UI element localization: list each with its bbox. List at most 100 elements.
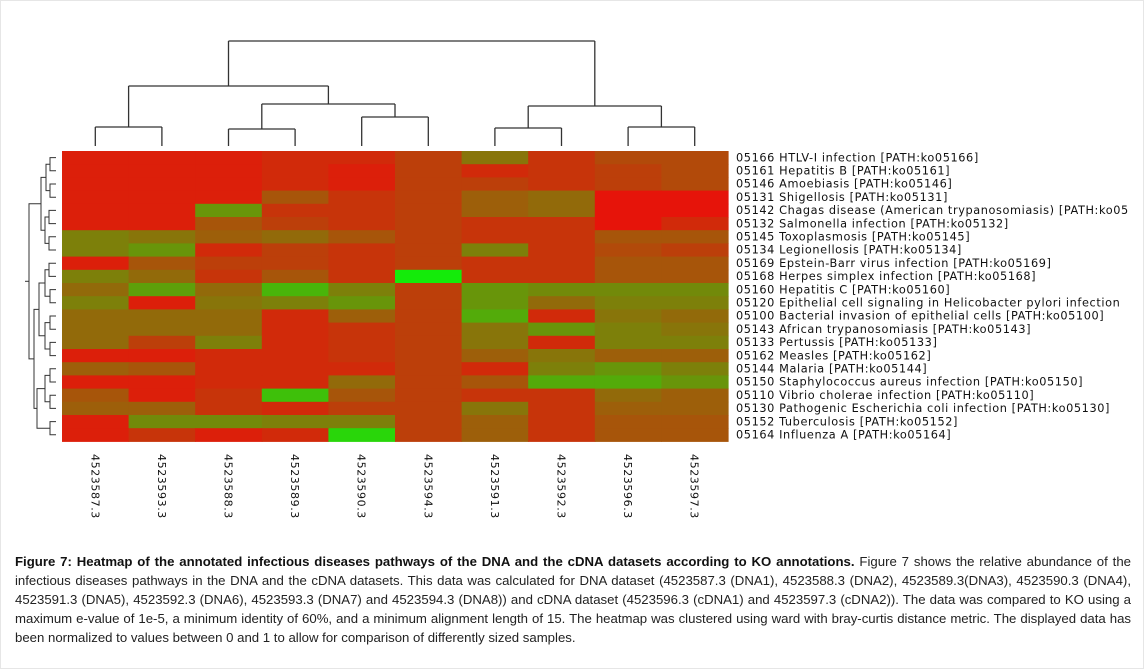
heatmap-cell: [461, 388, 529, 403]
heatmap-cell: [128, 309, 196, 324]
heatmap-cell: [62, 428, 130, 442]
heatmap-cell: [594, 296, 662, 310]
heatmap-cell: [128, 388, 196, 403]
heatmap-cell: [261, 164, 329, 178]
heatmap-cell: [661, 322, 729, 337]
heatmap-cell: [528, 269, 596, 284]
heatmap-cell: [128, 283, 196, 297]
row-label: 05142 Chagas disease (American trypanoso…: [736, 204, 1129, 217]
heatmap-cell: [261, 190, 329, 205]
heatmap-cell: [594, 230, 662, 244]
row-label: 05143 African trypanosomiasis [PATH:ko05…: [736, 323, 1031, 336]
caption-text: Figure 7 shows the relative abundance of…: [15, 554, 1131, 645]
heatmap-cell: [261, 401, 329, 416]
heatmap-cell: [594, 349, 662, 363]
row-label: 05131 Shigellosis [PATH:ko05131]: [736, 191, 948, 204]
heatmap-cell: [661, 309, 729, 324]
heatmap-cell: [661, 164, 729, 178]
column-label: 4523588.3: [222, 454, 235, 519]
heatmap-cell: [62, 177, 130, 192]
heatmap-cell: [195, 190, 263, 205]
heatmap-cell: [328, 283, 396, 297]
dendrogram-branch: [49, 183, 56, 198]
heatmap-cell: [661, 401, 729, 416]
dendrogram-branch: [49, 368, 56, 383]
heatmap-cell: [528, 283, 596, 297]
row-label: 05162 Measles [PATH:ko05162]: [736, 349, 931, 362]
heatmap-cell: [62, 335, 130, 350]
heatmap-cell: [62, 283, 130, 297]
heatmap-cell: [128, 151, 196, 165]
heatmap-cell: [261, 151, 329, 165]
row-label: 05120 Epithelial cell signaling in Helic…: [736, 297, 1120, 310]
heatmap-cell: [128, 362, 196, 376]
heatmap-cell: [195, 415, 263, 429]
heatmap-cell: [62, 375, 130, 390]
heatmap-cell: [195, 164, 263, 178]
row-label: 05166 HTLV-I infection [PATH:ko05166]: [736, 151, 979, 164]
heatmap-cell: [261, 349, 329, 363]
heatmap-cell: [395, 349, 463, 363]
row-label: 05169 Epstein-Barr virus infection [PATH…: [736, 257, 1052, 270]
heatmap-cell: [195, 243, 263, 258]
heatmap-cell: [395, 151, 463, 165]
heatmap-cell: [328, 309, 396, 324]
row-label: 05132 Salmonella infection [PATH:ko05132…: [736, 217, 1009, 230]
heatmap-cell: [395, 388, 463, 403]
heatmap-cell: [195, 428, 263, 442]
dendrogram-branch: [36, 388, 50, 429]
heatmap-cell: [528, 349, 596, 363]
heatmap-cell: [261, 217, 329, 231]
heatmap-cell: [62, 243, 130, 258]
heatmap-cell: [594, 256, 662, 271]
heatmap-cell: [62, 256, 130, 271]
heatmap-cell: [62, 362, 130, 376]
column-label: 4523587.3: [88, 454, 101, 519]
heatmap-cell: [461, 151, 529, 165]
heatmap-cell: [395, 243, 463, 258]
row-label: 05144 Malaria [PATH:ko05144]: [736, 363, 927, 376]
heatmap-cell: [395, 203, 463, 218]
heatmap-cell: [128, 322, 196, 337]
heatmap-cell: [461, 296, 529, 310]
column-dendrogram: [94, 40, 696, 146]
heatmap-cell: [661, 190, 729, 205]
heatmap-cell: [395, 309, 463, 324]
heatmap-cell: [661, 415, 729, 429]
heatmap-cell: [328, 362, 396, 376]
heatmap-cell: [461, 164, 529, 178]
heatmap-cell: [594, 151, 662, 165]
heatmap-cell: [594, 362, 662, 376]
heatmap-cell: [528, 375, 596, 390]
heatmap-cell: [261, 269, 329, 284]
heatmap-cell: [328, 388, 396, 403]
heatmap-cell: [128, 349, 196, 363]
heatmap-cell: [195, 296, 263, 310]
heatmap-cell: [461, 177, 529, 192]
heatmap-cell: [594, 164, 662, 178]
heatmap-cell: [395, 375, 463, 390]
row-label: 05152 Tuberculosis [PATH:ko05152]: [736, 415, 958, 428]
heatmap-cell: [594, 203, 662, 218]
caption-title: Figure 7: Heatmap of the annotated infec…: [15, 554, 855, 569]
heatmap-cell: [461, 256, 529, 271]
heatmap-cell: [261, 177, 329, 192]
heatmap-cell: [661, 283, 729, 297]
heatmap-cell: [395, 415, 463, 429]
heatmap-cell: [195, 322, 263, 337]
heatmap-cell: [594, 177, 662, 192]
heatmap-cell: [62, 322, 130, 337]
heatmap-cell: [528, 362, 596, 376]
heatmap-cell: [261, 415, 329, 429]
heatmap-cell: [195, 349, 263, 363]
heatmap-cell: [461, 309, 529, 324]
heatmap-cell: [62, 190, 130, 205]
row-label: 05164 Influenza A [PATH:ko05164]: [736, 429, 951, 442]
heatmap-cell: [661, 217, 729, 231]
heatmap-cell: [195, 217, 263, 231]
heatmap-cell: [62, 388, 130, 403]
heatmap-cell: [528, 230, 596, 244]
heatmap-cell: [461, 203, 529, 218]
dendrogram-branch: [48, 236, 56, 251]
heatmap-cell: [328, 415, 396, 429]
